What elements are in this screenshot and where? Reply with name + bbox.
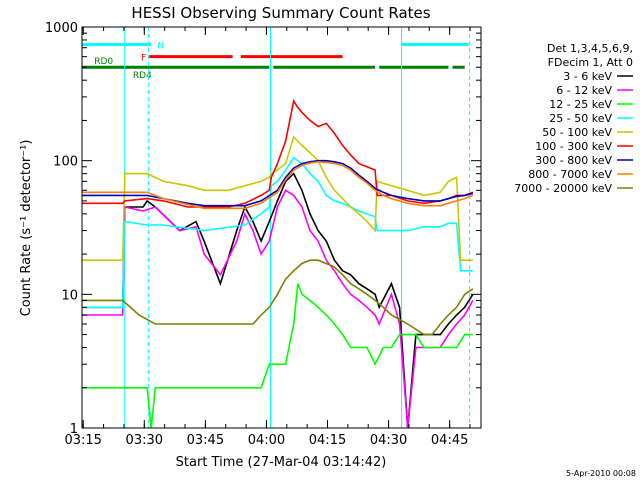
flags-layer: N F RD0 RD4 bbox=[82, 41, 469, 81]
x-tick-label-03-15: 03:15 bbox=[64, 433, 101, 448]
series-layer bbox=[82, 98, 474, 429]
y-tick-label-1000: 1000 bbox=[45, 21, 78, 36]
x-tick-label-03-30: 03:30 bbox=[126, 433, 163, 448]
x-tick-label-03-45: 03:45 bbox=[187, 433, 224, 448]
series-line-800-7000-kev bbox=[82, 160, 474, 210]
y-axis-label: Count Rate (s⁻¹ detector⁻¹) bbox=[19, 140, 34, 317]
legend-label-7000-20000-kev: 7000 - 20000 keV bbox=[514, 182, 612, 195]
y-tick-label-1: 1 bbox=[70, 422, 78, 437]
x-tick-label-04-45: 04:45 bbox=[431, 433, 468, 448]
legend: Det 1,3,4,5,6,9, FDecim 1, Att 0 3 - 6 k… bbox=[514, 42, 633, 195]
series-line-3-6-kev bbox=[82, 172, 474, 429]
legend-label-800-7000-kev: 800 - 7000 keV bbox=[528, 168, 612, 181]
series-line-25-50-kev bbox=[82, 156, 473, 309]
series-line-7000-20000-kev bbox=[82, 259, 474, 336]
legend-label-3-6-kev: 3 - 6 keV bbox=[563, 70, 612, 83]
legend-header-line-2: FDecim 1, Att 0 bbox=[548, 56, 633, 69]
y-tick-label-100: 100 bbox=[53, 155, 78, 170]
chart-title: HESSI Observing Summary Count Rates bbox=[131, 4, 430, 22]
legend-label-300-800-kev: 300 - 800 keV bbox=[535, 154, 612, 167]
flag-label-rd4: RD4 bbox=[133, 71, 152, 81]
footer-timestamp: 5-Apr-2010 00:08 bbox=[566, 469, 636, 478]
flag-label-f: F bbox=[141, 54, 146, 64]
legend-header-line-1: Det 1,3,4,5,6,9, bbox=[547, 42, 633, 55]
plot-frame bbox=[81, 26, 482, 429]
flag-label-n: N bbox=[157, 41, 164, 51]
x-tick-label-04-15: 04:15 bbox=[309, 433, 346, 448]
x-tick-label-04-00: 04:00 bbox=[248, 433, 285, 448]
axes-layer: 1 10 100 1000 03:15 03:30 03:45 04:00 04:15 04:30… bbox=[45, 21, 481, 448]
series-line-12-25-kev bbox=[82, 283, 473, 429]
flag-label-rd0: RD0 bbox=[94, 57, 113, 67]
legend-label-50-100-kev: 50 - 100 keV bbox=[542, 126, 612, 139]
legend-label-6-12-kev: 6 - 12 keV bbox=[556, 84, 612, 97]
y-tick-label-10: 10 bbox=[61, 288, 78, 303]
series-line-300-800-kev bbox=[82, 159, 474, 207]
legend-label-100-300-kev: 100 - 300 keV bbox=[535, 140, 612, 153]
series-line-6-12-kev bbox=[82, 189, 474, 429]
legend-label-25-50-kev: 25 - 50 keV bbox=[549, 112, 612, 125]
x-axis-label: Start Time (27-Mar-04 03:14:42) bbox=[176, 455, 387, 470]
vertical-markers-layer bbox=[124, 27, 471, 428]
x-tick-label-04-30: 04:30 bbox=[370, 433, 407, 448]
legend-label-12-25-kev: 12 - 25 keV bbox=[549, 98, 612, 111]
